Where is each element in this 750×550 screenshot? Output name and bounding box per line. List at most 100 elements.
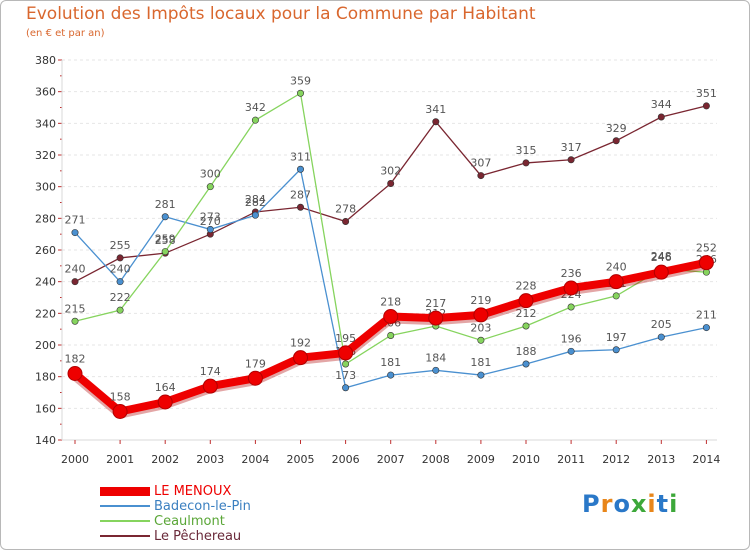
data-label: 311 (290, 150, 311, 163)
data-label: 344 (651, 98, 672, 111)
y-tick-label: 140 (35, 434, 56, 447)
data-label: 212 (516, 307, 537, 320)
data-point (247, 370, 263, 386)
data-label: 215 (65, 302, 86, 315)
data-label: 255 (110, 239, 131, 252)
data-point (161, 248, 169, 256)
data-label: 248 (651, 250, 672, 263)
y-tick-label: 360 (35, 86, 56, 99)
data-point (116, 278, 124, 286)
y-tick-label: 160 (35, 402, 56, 415)
data-label: 329 (606, 122, 627, 135)
data-label: 307 (470, 157, 491, 170)
data-label: 240 (110, 263, 131, 276)
legend-swatch (100, 487, 150, 496)
data-point (522, 159, 530, 167)
y-tick-label: 320 (35, 149, 56, 162)
data-label: 181 (470, 356, 491, 369)
data-label: 284 (245, 193, 266, 206)
data-point (567, 156, 575, 164)
data-point (518, 293, 534, 309)
data-point (432, 118, 440, 126)
data-point (116, 254, 124, 262)
data-point (387, 180, 395, 188)
data-point (338, 345, 354, 361)
data-point (342, 218, 350, 226)
x-tick-label: 2014 (692, 453, 720, 466)
data-point (608, 274, 624, 290)
data-point (432, 366, 440, 374)
x-tick-label: 2010 (512, 453, 540, 466)
data-point (563, 280, 579, 296)
data-label: 273 (200, 210, 221, 223)
x-tick-label: 2005 (287, 453, 315, 466)
x-tick-label: 2008 (422, 453, 450, 466)
logo-letter: P (582, 490, 601, 518)
data-label: 359 (290, 74, 311, 87)
data-label: 281 (155, 198, 176, 211)
data-label: 182 (65, 353, 86, 366)
data-label: 317 (561, 141, 582, 154)
data-point (293, 350, 308, 366)
legend-swatch (100, 535, 150, 537)
data-point (157, 394, 173, 410)
y-tick-label: 220 (35, 307, 56, 320)
data-point (202, 378, 218, 394)
data-point (567, 347, 575, 355)
data-point (71, 229, 79, 237)
data-point (67, 366, 83, 381)
y-tick-label: 300 (35, 181, 56, 194)
data-label: 203 (470, 321, 491, 334)
data-point (387, 331, 395, 339)
data-point (477, 336, 485, 344)
data-point (112, 404, 128, 419)
data-point (342, 360, 350, 368)
logo-letter: i (669, 490, 679, 518)
data-label: 217 (425, 297, 446, 310)
data-label: 240 (606, 261, 627, 274)
data-label: 174 (200, 365, 221, 378)
data-point (473, 307, 489, 323)
data-label: 173 (335, 369, 356, 382)
data-point (522, 322, 530, 330)
x-tick-label: 2004 (241, 453, 269, 466)
x-tick-label: 2009 (467, 453, 495, 466)
data-point (653, 264, 669, 280)
logo-letter: r (600, 490, 614, 518)
y-tick-label: 380 (35, 54, 56, 67)
data-label: 351 (696, 87, 717, 100)
data-label: 218 (380, 296, 401, 309)
x-tick-label: 2002 (151, 453, 179, 466)
data-label: 222 (110, 291, 131, 304)
legend-label: Le Pêchereau (154, 529, 242, 544)
data-label: 158 (110, 391, 131, 404)
chart-title: Evolution des Impôts locaux pour la Comm… (26, 4, 536, 24)
y-tick-label: 240 (35, 276, 56, 289)
line-chart: 140 160 180 200 220 240 260 280 300 320 340 360 380 2… (35, 54, 720, 466)
data-point (116, 306, 124, 314)
data-label: 184 (425, 351, 446, 364)
y-tick-label: 200 (35, 339, 56, 352)
data-label: 315 (516, 144, 537, 157)
data-label: 300 (200, 168, 221, 181)
data-point (612, 292, 620, 300)
data-label: 236 (561, 267, 582, 280)
data-point (702, 324, 710, 332)
data-point (657, 333, 665, 341)
data-point (567, 303, 575, 311)
data-point (251, 116, 259, 124)
data-label: 246 (651, 251, 672, 264)
data-label: 164 (155, 381, 176, 394)
legend-label: Ceaulmont (154, 514, 225, 529)
legend-swatch (100, 520, 150, 522)
data-point (161, 213, 169, 221)
y-tick-label: 340 (35, 117, 56, 130)
data-label: 195 (335, 332, 356, 345)
x-tick-label: 2000 (61, 453, 89, 466)
legend-label: Badecon-le-Pin (154, 499, 251, 514)
data-label: 188 (516, 345, 537, 358)
data-point (477, 172, 485, 180)
data-label: 287 (290, 188, 311, 201)
data-label: 302 (380, 165, 401, 178)
data-label: 271 (65, 214, 86, 227)
